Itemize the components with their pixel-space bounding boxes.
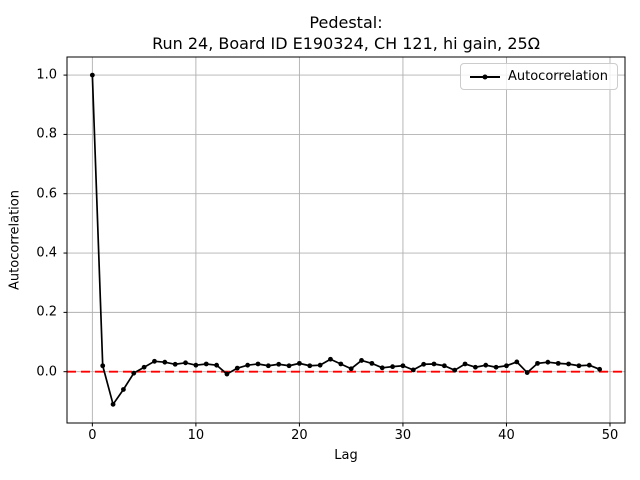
x-axis-label: Lag — [334, 448, 358, 463]
axes-spines — [66, 56, 626, 424]
x-tick-label: 40 — [498, 428, 515, 443]
x-tick-label: 30 — [394, 428, 412, 443]
chart-title-line-1: Pedestal: — [309, 13, 383, 32]
chart-title: Pedestal: Run 24, Board ID E190324, CH 1… — [67, 12, 625, 54]
y-tick-label: 0.6 — [36, 186, 57, 202]
y-tick-label: 0.0 — [36, 364, 57, 380]
x-tick-label: 20 — [291, 428, 308, 443]
y-tick-label: 0.8 — [36, 126, 57, 142]
chart-title-line-2: Run 24, Board ID E190324, CH 121, hi gai… — [152, 34, 540, 53]
x-tick-label: 0 — [88, 428, 97, 443]
y-tick-label: 0.2 — [36, 304, 57, 320]
grid-lines — [67, 57, 625, 423]
y-tick-label: 0.4 — [36, 245, 57, 261]
legend-marker-dot-icon — [482, 74, 488, 79]
axis-tick-marks — [63, 74, 611, 427]
y-tick-label: 1.0 — [36, 67, 57, 83]
legend-label: Autocorrelation — [508, 69, 608, 84]
y-axis-label: Autocorrelation — [7, 190, 23, 290]
legend: Autocorrelation — [460, 63, 618, 90]
x-tick-label: 50 — [601, 428, 619, 443]
legend-line-sample — [470, 74, 500, 79]
x-tick-label: 10 — [187, 428, 205, 443]
autocorrelation-series — [89, 72, 603, 407]
